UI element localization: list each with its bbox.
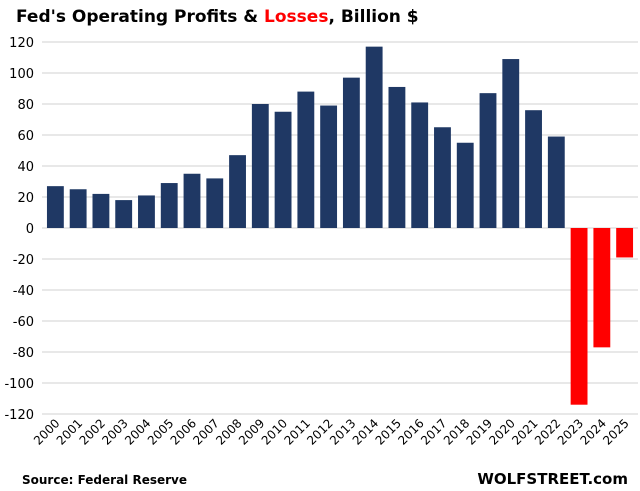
y-tick-label: 80 xyxy=(17,98,34,113)
y-tick-label: 40 xyxy=(17,160,34,175)
bar-2020 xyxy=(502,59,520,228)
bar-2012 xyxy=(320,105,338,228)
bar-2021 xyxy=(525,110,542,228)
brand-logo: WOLFSTREET.com xyxy=(477,470,628,488)
bar-2009 xyxy=(251,104,269,228)
bar-2025 xyxy=(616,228,634,258)
bar-2007 xyxy=(206,178,224,228)
title-part: , Billion $ xyxy=(328,7,418,27)
bar-2015 xyxy=(388,86,406,228)
y-tick-label: 100 xyxy=(9,67,34,82)
y-tick-label: -100 xyxy=(4,377,34,392)
y-tick-label: -40 xyxy=(13,284,34,299)
bar-2002 xyxy=(92,193,110,228)
y-tick-label: -20 xyxy=(13,253,34,268)
y-tick-label: 0 xyxy=(26,222,34,237)
bar-2005 xyxy=(160,183,178,228)
bar-2023 xyxy=(570,228,588,405)
y-tick-label: 20 xyxy=(17,191,34,206)
bar-2022 xyxy=(547,136,565,228)
bar-2014 xyxy=(365,46,383,229)
y-tick-label: -80 xyxy=(13,346,34,361)
title-losses: Losses xyxy=(264,7,328,27)
bar-2003 xyxy=(115,200,133,228)
title-part: Fed's Operating Profits & xyxy=(16,7,264,27)
bar-2000 xyxy=(46,186,64,228)
chart-title: Fed's Operating Profits & Losses, Billio… xyxy=(16,7,419,27)
bar-2001 xyxy=(69,189,87,228)
x-tick-label: 2025 xyxy=(600,416,631,447)
bar-2011 xyxy=(297,91,315,228)
bar-2016 xyxy=(411,102,429,228)
bar-2010 xyxy=(274,111,292,228)
bar-2013 xyxy=(342,77,360,229)
y-tick-label: -120 xyxy=(4,408,34,423)
bar-2008 xyxy=(229,155,246,228)
bar-2006 xyxy=(183,173,201,228)
bar-2024 xyxy=(593,228,611,348)
bar-2017 xyxy=(434,127,451,228)
y-tick-label: -60 xyxy=(13,315,34,330)
bar-2019 xyxy=(479,93,497,229)
y-tick-label: 60 xyxy=(17,129,34,144)
bar-2004 xyxy=(138,195,155,228)
bar-2018 xyxy=(456,142,474,228)
y-tick-label: 120 xyxy=(9,36,34,51)
source-note: Source: Federal Reserve xyxy=(22,473,187,487)
